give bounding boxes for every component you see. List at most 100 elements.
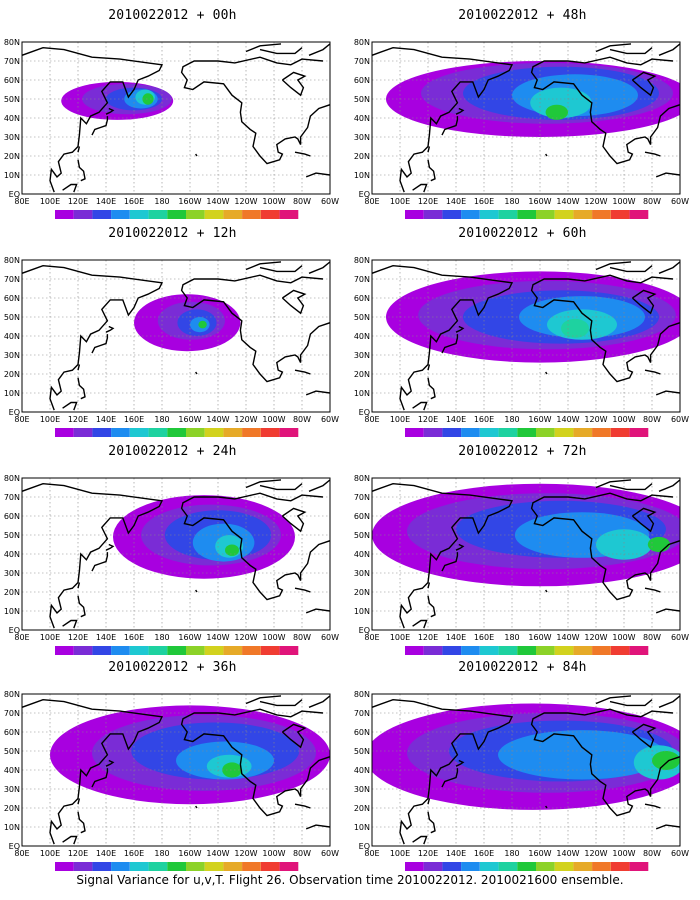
colorbar-swatch	[204, 862, 224, 871]
lat-label: 10N	[4, 171, 20, 180]
colorbar-swatch	[167, 210, 186, 219]
colorbar-swatch	[92, 428, 112, 437]
coastlines	[372, 695, 680, 845]
map-panel: 2010022012 + 36h 80N 70N 60N 50N 40N 30N 20N 10N…	[0, 652, 345, 872]
lon-label: 120W	[584, 415, 607, 424]
lat-label: 40N	[4, 114, 20, 123]
colorbar-swatch	[92, 646, 112, 655]
colorbar-swatch	[554, 210, 574, 219]
lon-label: 160W	[528, 197, 551, 206]
colorbar-swatch	[536, 428, 555, 437]
colorbar-swatch	[148, 646, 168, 655]
lon-label: 80W	[643, 197, 661, 206]
lat-label: 40N	[4, 332, 20, 341]
colorbar-swatch	[461, 862, 480, 871]
panel-title: 2010022012 + 12h	[108, 226, 237, 241]
lat-label: 70N	[4, 275, 20, 284]
lon-label: 120W	[234, 633, 257, 642]
lat-label: 10N	[354, 823, 370, 832]
colorbar-swatch	[223, 210, 243, 219]
colorbar-swatch	[148, 210, 168, 219]
lon-label: 140E	[96, 633, 116, 642]
lon-label: 140W	[556, 415, 579, 424]
map-panel: 2010022012 + 12h 80N 70N 60N 50N 40N 30N 20N 10N…	[0, 218, 345, 438]
lon-label: 60W	[321, 849, 339, 858]
colorbar-swatch	[423, 646, 443, 655]
lat-label: 30N	[354, 351, 370, 360]
lat-label: 10N	[4, 607, 20, 616]
map-frame	[371, 693, 681, 847]
colorbar-swatch	[55, 862, 74, 871]
variance-contour	[530, 87, 592, 119]
colorbar-swatch	[279, 646, 299, 655]
colorbar-swatch	[167, 428, 186, 437]
coastlines	[372, 43, 680, 193]
coastlines	[372, 479, 680, 629]
lon-label: 120E	[68, 197, 88, 206]
colorbar-swatch	[536, 646, 555, 655]
colorbar-swatch	[461, 646, 480, 655]
panel-title: 2010022012 + 84h	[458, 660, 587, 675]
lat-label: 10N	[4, 389, 20, 398]
colorbar-swatch	[536, 210, 555, 219]
colorbar-swatch	[204, 210, 224, 219]
map-panel: 2010022012 + 24h 80N 70N 60N 50N 40N 30N 20N 10N…	[0, 436, 345, 656]
lon-label: 160W	[178, 415, 201, 424]
lat-label: 40N	[4, 550, 20, 559]
panel-title: 2010022012 + 48h	[458, 8, 587, 23]
lat-label: 50N	[4, 313, 20, 322]
lat-label: 70N	[4, 709, 20, 718]
colorbar-swatch	[554, 862, 574, 871]
lat-label: 50N	[4, 95, 20, 104]
lon-label: 180	[504, 197, 519, 206]
graticule	[372, 260, 680, 412]
lon-label: 80E	[364, 849, 379, 858]
colorbar-swatch	[629, 428, 649, 437]
lat-label: 20N	[4, 588, 20, 597]
colorbar-swatch	[423, 862, 443, 871]
lon-label: 100W	[612, 633, 635, 642]
lon-label: 80W	[643, 849, 661, 858]
lon-label: 120W	[234, 415, 257, 424]
lon-label: 60W	[671, 633, 689, 642]
lat-label: 50N	[354, 747, 370, 756]
lon-label: 60W	[671, 849, 689, 858]
lon-label: 120W	[584, 849, 607, 858]
lon-label: 120E	[418, 415, 438, 424]
lon-label: 100E	[40, 197, 60, 206]
lon-label: 80E	[14, 633, 29, 642]
colorbar-swatch	[260, 646, 280, 655]
lat-label: 20N	[354, 370, 370, 379]
lon-label: 160E	[124, 197, 144, 206]
lon-label: 80E	[14, 849, 29, 858]
map-panel: 2010022012 + 00h 80N 70N 60N 50N 40N 30N 20N 10N…	[0, 0, 345, 220]
lat-label: 40N	[354, 550, 370, 559]
lat-label: 70N	[354, 493, 370, 502]
lon-label: 140E	[96, 849, 116, 858]
lat-label: 50N	[4, 531, 20, 540]
lat-label: 50N	[354, 313, 370, 322]
lon-label: 100W	[262, 197, 285, 206]
lon-label: 100W	[262, 633, 285, 642]
colorbar-swatch	[423, 210, 443, 219]
colorbar-swatch	[610, 210, 630, 219]
lat-label: 20N	[354, 152, 370, 161]
lon-label: 140W	[206, 415, 229, 424]
lat-label: EQ	[359, 626, 370, 635]
lat-label: 60N	[4, 512, 20, 521]
variance-contour	[198, 320, 207, 329]
graticule	[22, 694, 330, 846]
colorbar: 1.82.23.145.16.37.591114212940	[55, 428, 299, 437]
colorbar: 1.82.23.145.16.37.591114212940	[55, 646, 299, 655]
lon-label: 160E	[474, 197, 494, 206]
colorbar-swatch	[73, 646, 93, 655]
lat-label: 30N	[354, 569, 370, 578]
lon-label: 160E	[474, 633, 494, 642]
colorbar-swatch	[405, 428, 424, 437]
map-panel: 2010022012 + 60h 80N 70N 60N 50N 40N 30N 20N 10N…	[350, 218, 695, 438]
colorbar-swatch	[573, 428, 593, 437]
